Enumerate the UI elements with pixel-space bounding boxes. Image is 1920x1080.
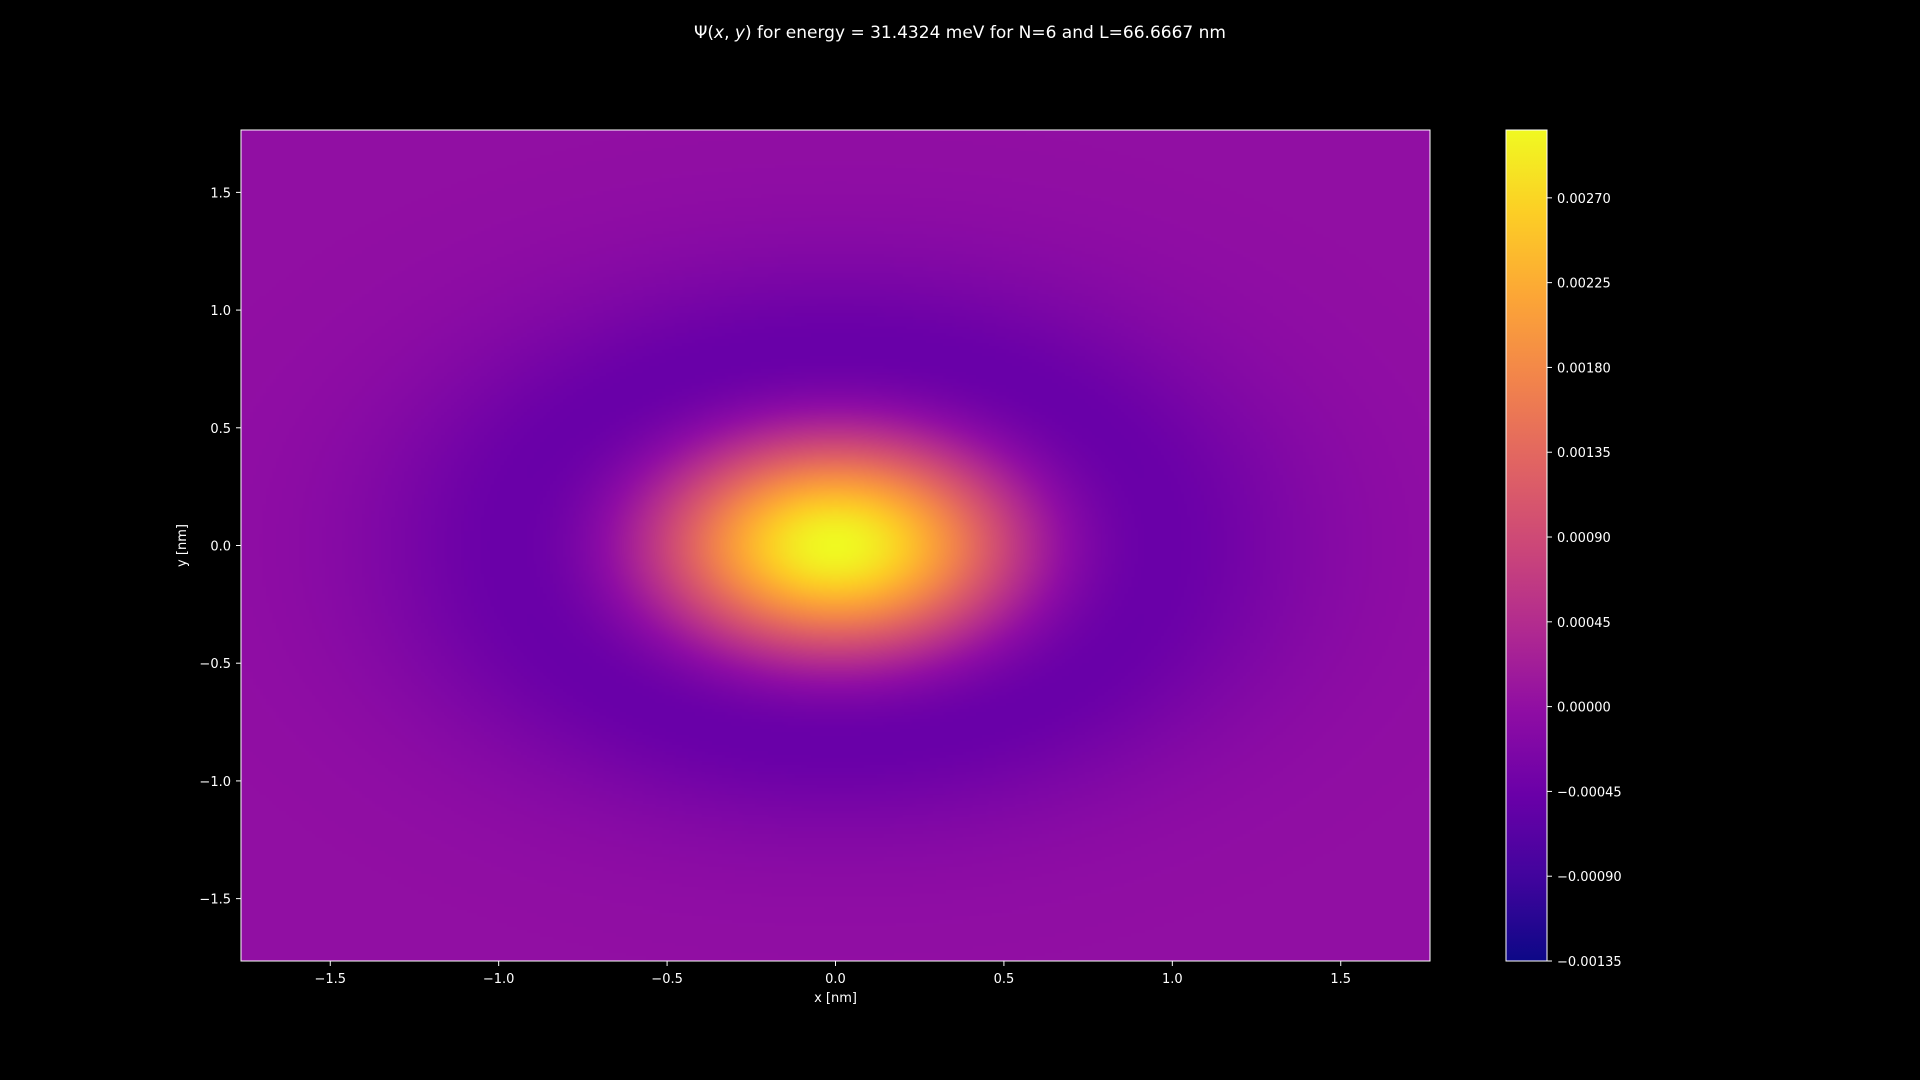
colorbar-ticks: 0.00270 0.00225 0.00180 0.00135 0.00090 0.000…	[1547, 192, 1622, 970]
colorbar-tick-label: 0.00045	[1557, 616, 1611, 631]
colorbar-tick-label: −0.00135	[1557, 955, 1622, 970]
y-tick-label: 1.0	[210, 304, 231, 319]
y-tick-label: 1.5	[210, 186, 231, 201]
colorbar-tick-label: 0.00225	[1557, 277, 1611, 292]
colorbar-tick-label: 0.00135	[1557, 446, 1611, 461]
y-tick-label: 0.5	[210, 422, 231, 437]
colorbar-tick-label: 0.00270	[1557, 192, 1611, 207]
colorbar-tick-label: 0.00000	[1557, 701, 1611, 716]
x-tick-label: 1.0	[1162, 972, 1183, 987]
colorbar-tick-label: −0.00090	[1557, 870, 1622, 885]
x-axis-ticks: −1.5 −1.0 −0.5 0.0 0.5 1.0 1.5	[314, 961, 1351, 987]
y-tick-label: 0.0	[210, 540, 231, 555]
chart-title: Ψ(x, y) for energy = 31.4324 meV for N=6…	[694, 23, 1226, 43]
y-axis-label: y [nm]	[175, 524, 190, 567]
x-tick-label: −1.5	[314, 972, 346, 987]
colorbar-tick-label: −0.00045	[1557, 785, 1622, 800]
colorbar-tick-label: 0.00090	[1557, 531, 1611, 546]
x-tick-label: 1.5	[1330, 972, 1351, 987]
y-axis-ticks: 1.5 1.0 0.5 0.0 −0.5 −1.0 −1.5	[199, 186, 241, 908]
colorbar	[1505, 129, 1548, 962]
x-tick-label: −0.5	[651, 972, 683, 987]
x-tick-label: 0.5	[994, 972, 1015, 987]
x-tick-label: 0.0	[825, 972, 846, 987]
x-axis-label: x [nm]	[814, 991, 857, 1006]
wavefunction-heatmap	[241, 130, 1430, 961]
x-tick-label: −1.0	[483, 972, 515, 987]
colorbar-tick-label: 0.00180	[1557, 361, 1611, 376]
y-tick-label: −1.0	[199, 775, 231, 790]
y-tick-label: −1.5	[199, 893, 231, 908]
y-tick-label: −0.5	[199, 657, 231, 672]
